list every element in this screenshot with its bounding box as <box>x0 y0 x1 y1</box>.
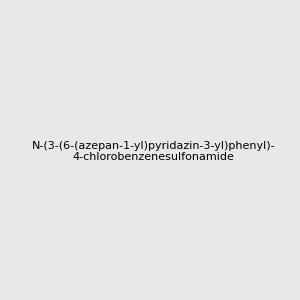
Text: N-(3-(6-(azepan-1-yl)pyridazin-3-yl)phenyl)-
4-chlorobenzenesulfonamide: N-(3-(6-(azepan-1-yl)pyridazin-3-yl)phen… <box>32 141 276 162</box>
